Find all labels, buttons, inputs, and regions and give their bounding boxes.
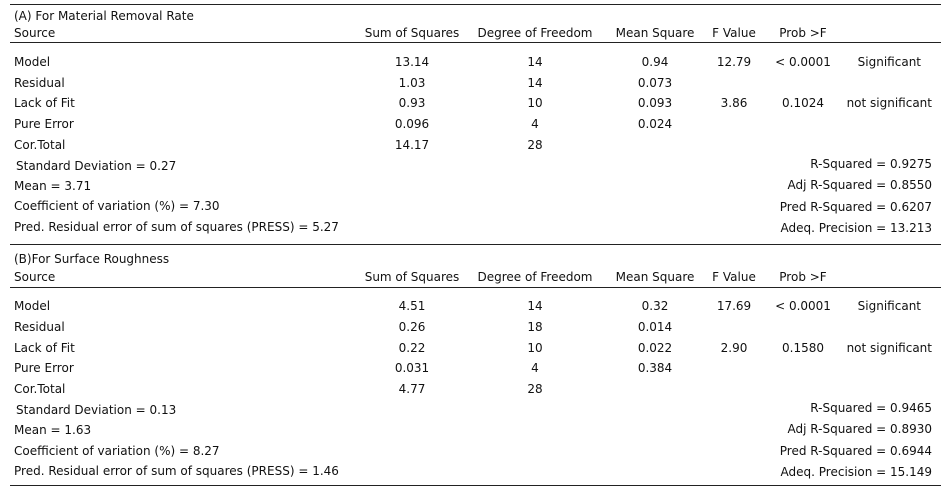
row-ms: 0.073 xyxy=(637,76,673,90)
row-ms: 0.384 xyxy=(637,361,673,375)
row-source: Residual xyxy=(14,320,65,334)
row-source: Pure Error xyxy=(14,117,74,131)
header-mean-square: Mean Square xyxy=(615,26,695,40)
header-sum-of-squares: Sum of Squares xyxy=(364,270,460,284)
row-p: 0.1580 xyxy=(782,341,824,355)
row-ss: 0.22 xyxy=(398,341,426,355)
row-ss: 13.14 xyxy=(394,55,430,69)
row-source: Lack of Fit xyxy=(14,341,75,355)
row-ss: 14.17 xyxy=(394,138,430,152)
section-divider-rule xyxy=(10,244,941,245)
header-rule-a xyxy=(10,42,941,43)
row-source: Model xyxy=(14,55,51,69)
row-df: 10 xyxy=(527,96,543,110)
stat-right: Adj R-Squared = 0.8550 xyxy=(787,178,932,192)
row-ms: 0.32 xyxy=(641,299,669,313)
row-p: < 0.0001 xyxy=(775,55,831,69)
header-degree-of-freedom: Degree of Freedom xyxy=(477,26,593,40)
row-df: 18 xyxy=(527,320,543,334)
row-note: Significant xyxy=(857,55,921,69)
top-rule xyxy=(10,4,941,5)
row-ms: 0.014 xyxy=(637,320,673,334)
row-ss: 0.031 xyxy=(394,361,430,375)
row-df: 14 xyxy=(527,76,543,90)
row-source: Pure Error xyxy=(14,361,74,375)
stat-left: Pred. Residual error of sum of squares (… xyxy=(14,464,339,478)
stat-left: Mean = 3.71 xyxy=(14,179,92,193)
row-ss: 0.26 xyxy=(398,320,426,334)
stat-left: Mean = 1.63 xyxy=(14,423,92,437)
row-df: 4 xyxy=(531,361,539,375)
stat-right: Adj R-Squared = 0.8930 xyxy=(787,422,932,436)
row-source: Cor.Total xyxy=(14,382,66,396)
row-ms: 0.093 xyxy=(637,96,673,110)
header-prob-f: Prob >F xyxy=(779,270,827,284)
row-f: 2.90 xyxy=(720,341,748,355)
stat-left: Pred. Residual error of sum of squares (… xyxy=(14,220,339,234)
stat-right: R-Squared = 0.9465 xyxy=(810,401,932,415)
header-rule-b xyxy=(10,287,941,288)
row-df: 10 xyxy=(527,341,543,355)
row-note: not significant xyxy=(846,341,932,355)
row-df: 28 xyxy=(527,382,543,396)
header-degree-of-freedom: Degree of Freedom xyxy=(477,270,593,284)
stat-left: Coefficient of variation (%) = 8.27 xyxy=(14,444,220,458)
section-title: (A) For Material Removal Rate xyxy=(14,9,194,23)
row-ms: 0.024 xyxy=(637,117,673,131)
row-source: Residual xyxy=(14,76,65,90)
stat-right: Pred R-Squared = 0.6207 xyxy=(779,200,932,214)
row-source: Lack of Fit xyxy=(14,96,75,110)
stat-right: Adeq. Precision = 13.213 xyxy=(780,221,932,235)
bottom-rule xyxy=(10,485,941,486)
row-ms: 0.022 xyxy=(637,341,673,355)
stat-left: Standard Deviation = 0.13 xyxy=(16,403,177,417)
row-p: 0.1024 xyxy=(782,96,824,110)
row-df: 14 xyxy=(527,55,543,69)
row-source: Cor.Total xyxy=(14,138,66,152)
section-title: (B)For Surface Roughness xyxy=(14,252,170,266)
row-ms: 0.94 xyxy=(641,55,669,69)
stat-left: Standard Deviation = 0.27 xyxy=(16,159,177,173)
row-p: < 0.0001 xyxy=(775,299,831,313)
header-source: Source xyxy=(14,26,56,40)
row-df: 14 xyxy=(527,299,543,313)
header-source: Source xyxy=(14,270,56,284)
header-f-value: F Value xyxy=(712,26,756,40)
header-mean-square: Mean Square xyxy=(615,270,695,284)
stat-right: R-Squared = 0.9275 xyxy=(810,157,932,171)
stat-left: Coefficient of variation (%) = 7.30 xyxy=(14,199,220,213)
stat-right: Adeq. Precision = 15.149 xyxy=(780,465,932,479)
row-ss: 0.096 xyxy=(394,117,430,131)
row-ss: 1.03 xyxy=(398,76,426,90)
row-ss: 4.77 xyxy=(398,382,426,396)
row-f: 17.69 xyxy=(716,299,752,313)
row-note: not significant xyxy=(846,96,932,110)
row-df: 4 xyxy=(531,117,539,131)
stat-right: Pred R-Squared = 0.6944 xyxy=(779,444,932,458)
row-source: Model xyxy=(14,299,51,313)
row-note: Significant xyxy=(857,299,921,313)
row-f: 12.79 xyxy=(716,55,752,69)
row-df: 28 xyxy=(527,138,543,152)
row-ss: 0.93 xyxy=(398,96,426,110)
row-f: 3.86 xyxy=(720,96,748,110)
header-prob-f: Prob >F xyxy=(779,26,827,40)
row-ss: 4.51 xyxy=(398,299,426,313)
header-f-value: F Value xyxy=(712,270,756,284)
header-sum-of-squares: Sum of Squares xyxy=(364,26,460,40)
